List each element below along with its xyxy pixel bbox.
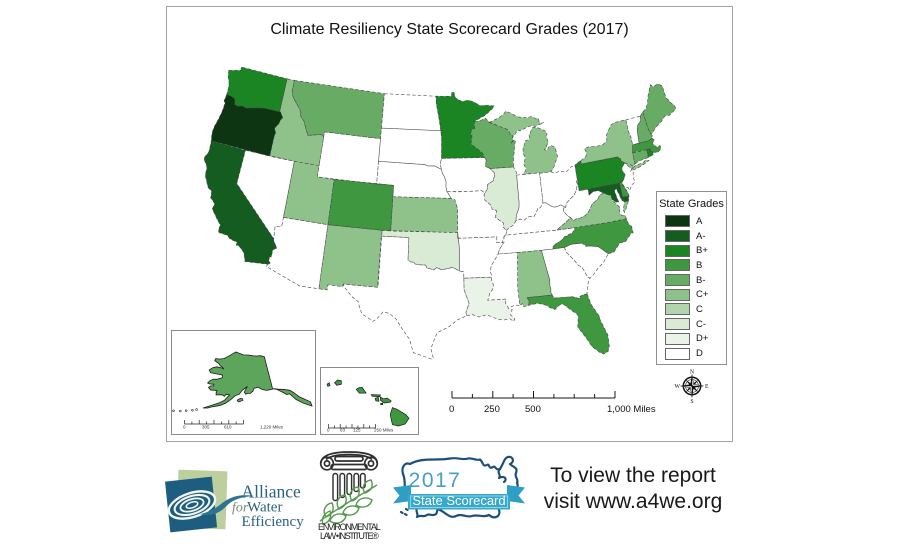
- svg-text:S: S: [690, 399, 693, 405]
- svg-text:LAW • INSTITUTE®: LAW • INSTITUTE®: [320, 531, 379, 541]
- svg-text:1,220 Miles: 1,220 Miles: [260, 425, 284, 430]
- svg-text:Water: Water: [247, 500, 282, 516]
- svg-text:E: E: [705, 384, 709, 390]
- svg-text:State Scorecard: State Scorecard: [412, 493, 505, 508]
- svg-text:63: 63: [340, 428, 346, 433]
- svg-text:Efficiency: Efficiency: [242, 514, 305, 530]
- svg-text:ENVIRONMENTAL: ENVIRONMENTAL: [318, 522, 381, 532]
- svg-text:2017: 2017: [409, 469, 462, 492]
- svg-text:610: 610: [224, 425, 232, 430]
- svg-text:for: for: [232, 501, 249, 516]
- svg-text:0: 0: [183, 425, 186, 430]
- svg-text:305: 305: [202, 425, 210, 430]
- svg-text:Alliance: Alliance: [242, 482, 302, 502]
- svg-text:250 Miles: 250 Miles: [374, 428, 394, 433]
- svg-text:W: W: [674, 384, 680, 390]
- svg-text:125: 125: [353, 428, 361, 433]
- svg-text:N: N: [690, 370, 695, 376]
- svg-text:0: 0: [327, 428, 330, 433]
